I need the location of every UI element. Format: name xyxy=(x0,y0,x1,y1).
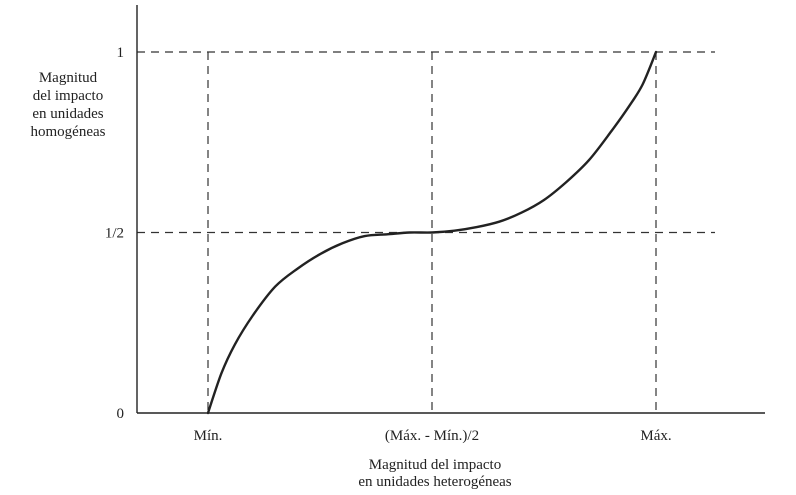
y-tick-labels: 0 1/2 1 xyxy=(105,45,124,422)
y-tick-label-2: 1 xyxy=(117,45,125,61)
y-axis-label-line: del impacto xyxy=(33,88,103,104)
x-tick-label-0: Mín. xyxy=(194,428,223,444)
guide-lines xyxy=(137,51,715,413)
y-axis-label-line: homogéneas xyxy=(31,124,106,140)
x-axis-label-line: en unidades heterogéneas xyxy=(358,474,511,490)
x-tick-label-2: Máx. xyxy=(640,428,671,444)
x-axis-label: Magnitud del impacto en unidades heterogé… xyxy=(358,457,511,490)
x-tick-label-1: (Máx. - Mín.)/2 xyxy=(385,428,479,444)
y-axis-label-line: en unidades xyxy=(32,106,103,122)
y-tick-label-0: 0 xyxy=(117,406,125,422)
y-tick-label-1: 1/2 xyxy=(105,226,124,242)
y-axis-label: Magnitud del impacto en unidades homogéneas xyxy=(31,70,106,140)
axes xyxy=(136,5,765,414)
x-tick-labels: Mín. (Máx. - Mín.)/2 Máx. xyxy=(194,428,672,444)
y-axis-label-line: Magnitud xyxy=(39,70,98,86)
impact-curve xyxy=(206,50,658,415)
x-axis-label-line: Magnitud del impacto xyxy=(369,457,501,473)
